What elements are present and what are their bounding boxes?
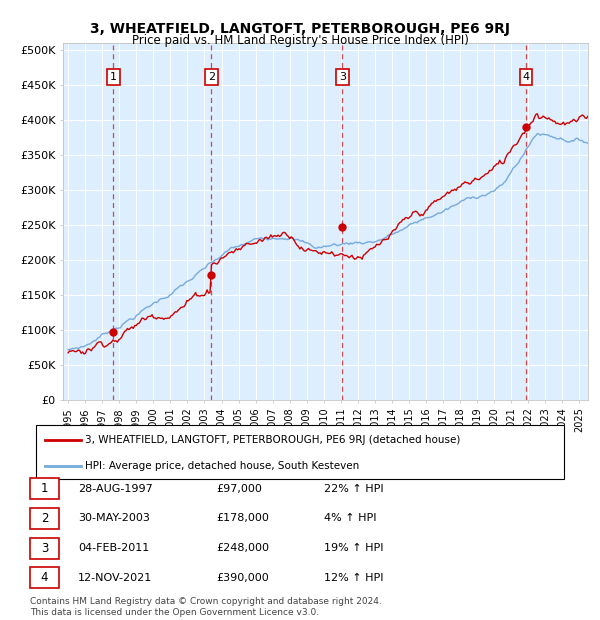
Text: 3: 3 — [41, 542, 48, 554]
Text: 12% ↑ HPI: 12% ↑ HPI — [324, 573, 383, 583]
Text: £248,000: £248,000 — [216, 543, 269, 553]
Text: 2: 2 — [41, 512, 48, 525]
Text: 4: 4 — [41, 572, 48, 584]
Text: £97,000: £97,000 — [216, 484, 262, 494]
Text: 3: 3 — [339, 72, 346, 82]
Text: Price paid vs. HM Land Registry's House Price Index (HPI): Price paid vs. HM Land Registry's House … — [131, 34, 469, 47]
Text: 22% ↑ HPI: 22% ↑ HPI — [324, 484, 383, 494]
Text: HPI: Average price, detached house, South Kesteven: HPI: Average price, detached house, Sout… — [85, 461, 359, 471]
Text: 1: 1 — [41, 482, 48, 495]
Text: 12-NOV-2021: 12-NOV-2021 — [78, 573, 152, 583]
Text: 4% ↑ HPI: 4% ↑ HPI — [324, 513, 377, 523]
Text: 28-AUG-1997: 28-AUG-1997 — [78, 484, 153, 494]
Text: 1: 1 — [110, 72, 117, 82]
Text: 3, WHEATFIELD, LANGTOFT, PETERBOROUGH, PE6 9RJ: 3, WHEATFIELD, LANGTOFT, PETERBOROUGH, P… — [90, 22, 510, 36]
Text: 4: 4 — [523, 72, 530, 82]
Text: Contains HM Land Registry data © Crown copyright and database right 2024.
This d: Contains HM Land Registry data © Crown c… — [30, 598, 382, 617]
Text: 30-MAY-2003: 30-MAY-2003 — [78, 513, 150, 523]
Text: £390,000: £390,000 — [216, 573, 269, 583]
Text: 2: 2 — [208, 72, 215, 82]
Text: £178,000: £178,000 — [216, 513, 269, 523]
Text: 04-FEB-2011: 04-FEB-2011 — [78, 543, 149, 553]
Text: 3, WHEATFIELD, LANGTOFT, PETERBOROUGH, PE6 9RJ (detached house): 3, WHEATFIELD, LANGTOFT, PETERBOROUGH, P… — [85, 435, 461, 445]
Text: 19% ↑ HPI: 19% ↑ HPI — [324, 543, 383, 553]
